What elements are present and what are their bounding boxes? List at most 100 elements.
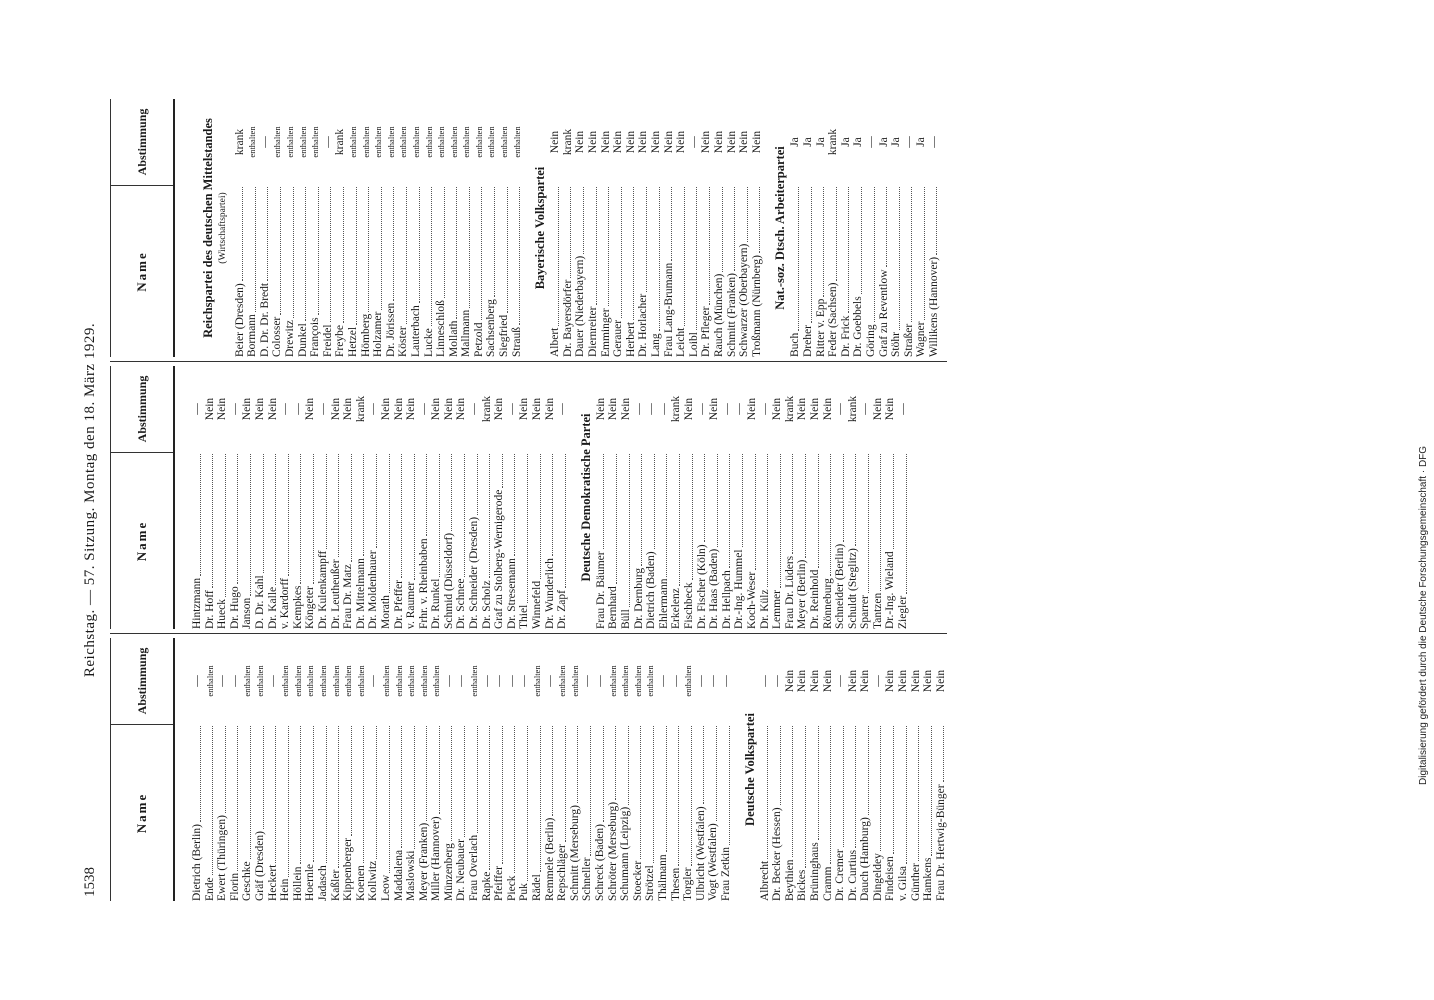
leader-dots: [830, 726, 832, 865]
member-row: Ritter v. Epp Ja: [815, 99, 828, 357]
leader-dots: [350, 726, 352, 836]
leader-dots: [797, 187, 799, 331]
vote: —: [859, 403, 872, 415]
member-row: Puk —: [518, 638, 531, 901]
leader-dots: [678, 454, 680, 587]
vote: Nein: [922, 669, 935, 693]
leader-dots: [691, 454, 693, 581]
member-row: Straßer —: [903, 99, 916, 357]
column: Name Abstimmung Dietrich (Berlin) — Ende enth…: [110, 633, 948, 905]
vote: —: [505, 675, 518, 687]
member-row: Schmitt (Merseburg) enthalten: [569, 638, 582, 901]
leader-dots: [237, 726, 239, 871]
member-row: Dr. Reinhold Nein: [809, 366, 822, 629]
member-row: v. Raumer Nein: [405, 366, 418, 629]
member-name: Dr. Pfeffer: [392, 580, 405, 629]
leader-dots: [199, 726, 201, 823]
vote-header: Abstimmung: [111, 99, 173, 186]
member-row: Sachsenberg enthalten: [485, 99, 498, 357]
member-name: Dr. Wunderlich: [543, 558, 556, 629]
leader-dots: [199, 454, 201, 576]
vote: Nein: [574, 130, 587, 154]
vote: krank: [846, 395, 859, 423]
leader-dots: [779, 726, 781, 806]
member-name: Wagner: [915, 321, 928, 357]
member-name: Graf zu Reventlow: [877, 269, 890, 358]
member-row: Emminger Nein: [600, 99, 613, 357]
member-name: Höllein: [291, 866, 304, 902]
member-name: Frau Lang-Brumann: [662, 262, 675, 357]
member-name: Dietrich (Berlin): [191, 824, 203, 901]
leader-dots: [779, 454, 781, 589]
column-header: Name Abstimmung: [110, 99, 175, 357]
member-name: Dietrich (Baden): [645, 551, 658, 629]
member-name: D. Dr. Dr. Bredt: [258, 282, 271, 357]
leader-dots: [317, 187, 319, 316]
vote: Nein: [531, 397, 544, 421]
member-name: Freidel: [321, 324, 334, 357]
leader-dots: [312, 454, 314, 585]
leader-dots: [279, 187, 281, 315]
leader-dots: [527, 454, 529, 603]
member-row: Beythien Nein: [784, 638, 797, 901]
member-name: Büll: [620, 609, 632, 629]
member-row: Petzold enthalten: [473, 99, 486, 357]
member-row: Thesen —: [670, 638, 683, 901]
leader-dots: [640, 726, 642, 859]
leader-dots: [646, 187, 647, 292]
member-row: Ende enthalten: [204, 638, 217, 901]
leader-dots: [703, 726, 705, 805]
leader-dots: [880, 454, 882, 591]
leader-dots: [338, 726, 340, 868]
leader-dots: [628, 454, 630, 608]
member-row: Schwarzer (Oberbayern) Nein: [738, 99, 751, 357]
member-row: Dr. Schneider (Dresden) —: [468, 366, 481, 629]
leader-dots: [224, 454, 226, 597]
member-name: Straßer: [902, 323, 915, 357]
vote: —: [834, 403, 847, 415]
leader-dots: [577, 726, 579, 804]
leader-dots: [658, 187, 660, 332]
member-name: Ritter v. Epp: [814, 298, 827, 357]
leader-dots: [292, 187, 294, 318]
member-name: Heckert: [266, 864, 279, 901]
member-name: Remmele (Berlin): [543, 817, 556, 901]
vote: Nein: [725, 130, 738, 154]
member-row: Lauterbach enthalten: [410, 99, 423, 357]
member-row: Dr. Hellpach —: [721, 366, 734, 629]
vote: —: [455, 675, 468, 687]
member-row: Frau Dr. Bäumer Nein: [595, 366, 608, 629]
member-name: Dr. Cremer: [834, 849, 847, 901]
member-name: Ehlermann: [657, 578, 670, 629]
leader-dots: [552, 726, 554, 816]
member-name: Stöhr: [890, 332, 903, 357]
leader-dots: [641, 454, 643, 566]
leader-dots: [325, 454, 327, 549]
vote: Nein: [612, 130, 625, 154]
member-row: Albert Nein: [549, 99, 562, 357]
leader-dots: [431, 187, 433, 327]
column: Name Abstimmung Hintzmann — Dr. Hoff Nein Huec…: [110, 361, 948, 633]
member-name: Hamkens: [922, 857, 935, 901]
leader-dots: [728, 726, 730, 846]
member-name: Beier (Dresden): [233, 283, 246, 357]
member-row: Thiel Nein: [518, 366, 531, 629]
member-name: Dauch (Hamburg): [859, 817, 872, 901]
vote: —: [758, 403, 771, 415]
member-row: Rauch (München) Nein: [713, 99, 726, 357]
member-row: Dr. Becker (Hessen) —: [771, 638, 784, 901]
member-name: Drewitz: [283, 319, 296, 357]
member-row: François enthalten: [309, 99, 322, 357]
member-row: Dr. Pfleger Nein: [700, 99, 713, 357]
member-name: Dr. Schneider (Dresden): [468, 516, 481, 629]
leader-dots: [810, 187, 812, 324]
vote: enthalten: [247, 126, 258, 158]
vote: enthalten: [607, 665, 618, 697]
member-name: Mallmann: [460, 309, 473, 357]
vote: —: [228, 403, 241, 415]
vote: —: [834, 675, 847, 687]
vote: Ja: [814, 137, 827, 147]
member-row: Feder (Sachsen) krank: [827, 99, 840, 357]
member-name: Hoernle: [304, 863, 317, 901]
